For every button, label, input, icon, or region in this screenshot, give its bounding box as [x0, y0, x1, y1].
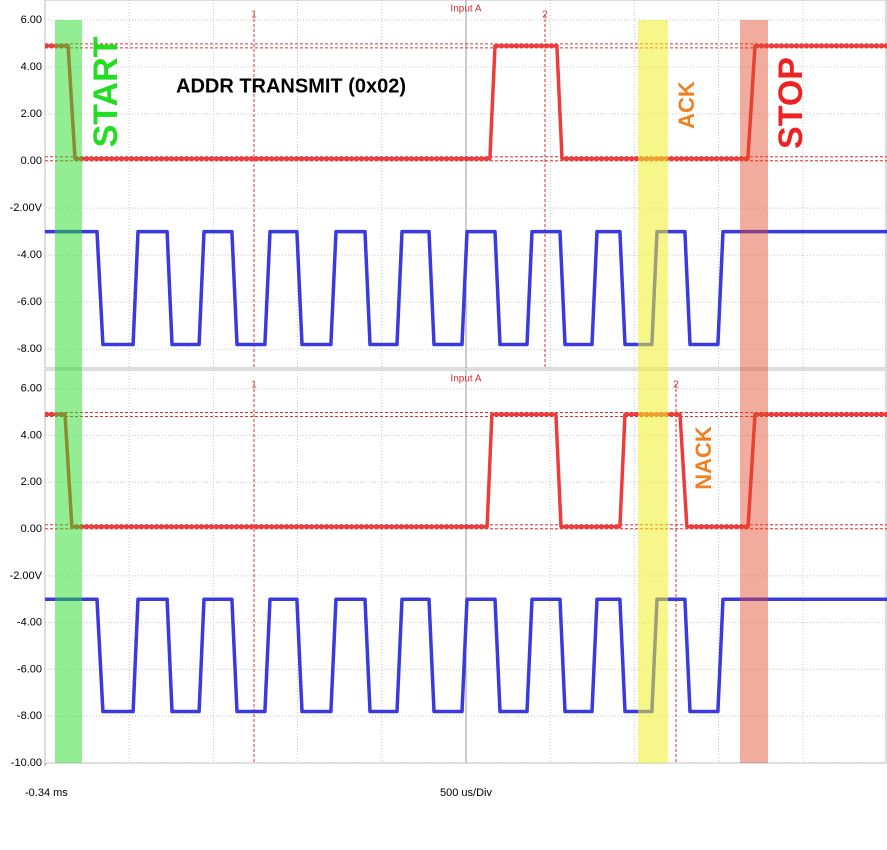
y-tick-label: 4.00 — [21, 61, 42, 73]
annotation: NACK — [691, 426, 716, 490]
cursor-label: 2 — [542, 10, 548, 21]
input-label: Input A — [450, 374, 481, 385]
y-tick-label: 6.00 — [21, 383, 42, 395]
y-tick-label: -2.00V — [10, 202, 43, 214]
y-tick-label: -4.00 — [17, 249, 42, 261]
cursor-label: 2 — [673, 380, 679, 391]
annotation: STOP — [772, 57, 810, 149]
y-tick-label: -4.00 — [17, 617, 42, 629]
annotation: ADDR TRANSMIT (0x02) — [176, 75, 406, 97]
y-tick-label: -10.00 — [11, 757, 42, 769]
highlight-band — [638, 20, 668, 763]
cursor-label: 1 — [251, 10, 257, 21]
y-tick-label: 2.00 — [21, 108, 42, 120]
trace — [45, 412, 887, 529]
y-tick-label: -8.00 — [17, 710, 42, 722]
cursor-label: 1 — [251, 380, 257, 391]
y-tick-label: 0.00 — [21, 155, 42, 167]
x-tick-label: -0.34 ms — [25, 787, 68, 799]
y-tick-label: 4.00 — [21, 429, 42, 441]
y-tick-label: -8.00 — [17, 343, 42, 355]
y-tick-label: -6.00 — [17, 663, 42, 675]
input-label: Input A — [450, 4, 481, 15]
y-tick-label: 6.00 — [21, 14, 42, 26]
y-tick-label: 2.00 — [21, 476, 42, 488]
y-tick-label: 0.00 — [21, 523, 42, 535]
highlight-band — [55, 20, 82, 763]
trace — [45, 597, 887, 714]
trace — [45, 229, 887, 347]
x-axis-label: 500 us/Div — [440, 787, 492, 799]
highlight-band — [740, 20, 768, 763]
y-tick-label: -6.00 — [17, 296, 42, 308]
annotation: ACK — [674, 81, 699, 129]
annotation: START — [87, 36, 125, 147]
y-tick-label: -2.00V — [10, 570, 43, 582]
